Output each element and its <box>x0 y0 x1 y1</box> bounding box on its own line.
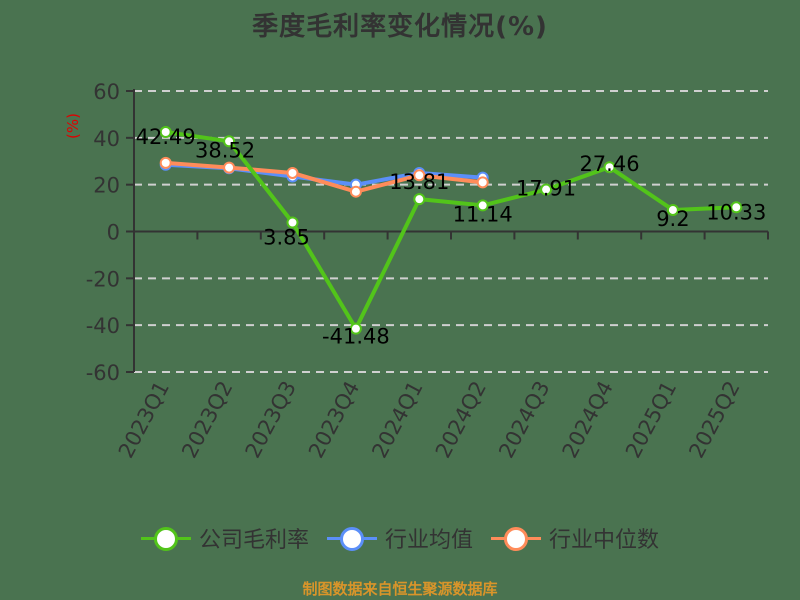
legend-item-industry-median[interactable]: 行业中位数 <box>491 522 659 554</box>
data-point[interactable] <box>159 126 172 139</box>
data-label: 3.85 <box>263 225 310 249</box>
x-tick-label: 2025Q2 <box>684 377 744 462</box>
legend-marker-icon <box>491 526 541 551</box>
legend-marker-icon <box>326 526 377 551</box>
x-tick-label: 2024Q2 <box>431 377 491 462</box>
legend: 公司毛利率 行业均值 行业中位数 <box>0 522 800 554</box>
x-tick-label: 2023Q1 <box>114 377 174 462</box>
data-point[interactable] <box>603 161 616 174</box>
data-label: 11.14 <box>453 202 513 226</box>
y-tick-label: 60 <box>93 80 120 104</box>
data-label: 38.52 <box>195 138 255 162</box>
x-tick-label: 2024Q3 <box>494 377 554 462</box>
series-line <box>165 130 737 331</box>
legend-label: 行业均值 <box>384 528 473 553</box>
legend-label: 公司毛利率 <box>198 528 309 553</box>
x-tick-label: 2023Q3 <box>241 377 301 462</box>
data-point[interactable] <box>223 161 236 174</box>
y-tick-label: -40 <box>86 314 120 338</box>
data-label: -41.48 <box>322 325 390 349</box>
data-point[interactable] <box>730 201 743 214</box>
x-tick-label: 2023Q4 <box>304 377 364 462</box>
data-point[interactable] <box>286 216 299 229</box>
legend-label: 行业中位数 <box>549 528 660 553</box>
data-point[interactable] <box>349 185 362 198</box>
x-tick-label: 2025Q1 <box>621 377 681 462</box>
data-source-note: 制图数据来自恒生聚源数据库 <box>302 580 498 598</box>
y-tick-label: -60 <box>86 361 120 385</box>
data-point[interactable] <box>666 203 679 216</box>
x-tick-label: 2024Q4 <box>558 377 618 462</box>
y-tick-label: -20 <box>86 267 120 291</box>
data-label: 13.81 <box>389 170 449 194</box>
y-tick-label: 40 <box>93 127 120 151</box>
data-point[interactable] <box>476 199 489 212</box>
chart-title: 季度毛利率变化情况(%) <box>252 12 548 42</box>
y-tick-label: 20 <box>93 174 120 198</box>
series-line <box>165 160 483 194</box>
data-point[interactable] <box>540 183 553 196</box>
grid-lines <box>134 90 768 373</box>
x-tick-label: 2024Q1 <box>367 377 427 462</box>
data-label: 27.46 <box>579 152 639 176</box>
legend-item-company[interactable]: 公司毛利率 <box>140 522 309 554</box>
data-point[interactable] <box>413 193 426 206</box>
data-label: 9.2 <box>656 207 689 231</box>
data-label: 42.49 <box>136 125 196 149</box>
data-point[interactable] <box>349 322 362 335</box>
x-tick-label: 2023Q2 <box>177 377 237 462</box>
data-point[interactable] <box>159 156 172 169</box>
data-point[interactable] <box>476 176 489 189</box>
y-tick-label: 0 <box>107 221 120 245</box>
data-point[interactable] <box>223 135 236 148</box>
data-point[interactable] <box>413 169 426 182</box>
legend-item-industry-avg[interactable]: 行业均值 <box>326 522 473 554</box>
series <box>159 126 743 335</box>
legend-marker-icon <box>140 526 191 551</box>
y-axis-label: (%) <box>64 113 82 139</box>
data-label: 10.33 <box>706 200 766 224</box>
data-point[interactable] <box>286 166 299 179</box>
data-label: 17.91 <box>516 177 576 201</box>
